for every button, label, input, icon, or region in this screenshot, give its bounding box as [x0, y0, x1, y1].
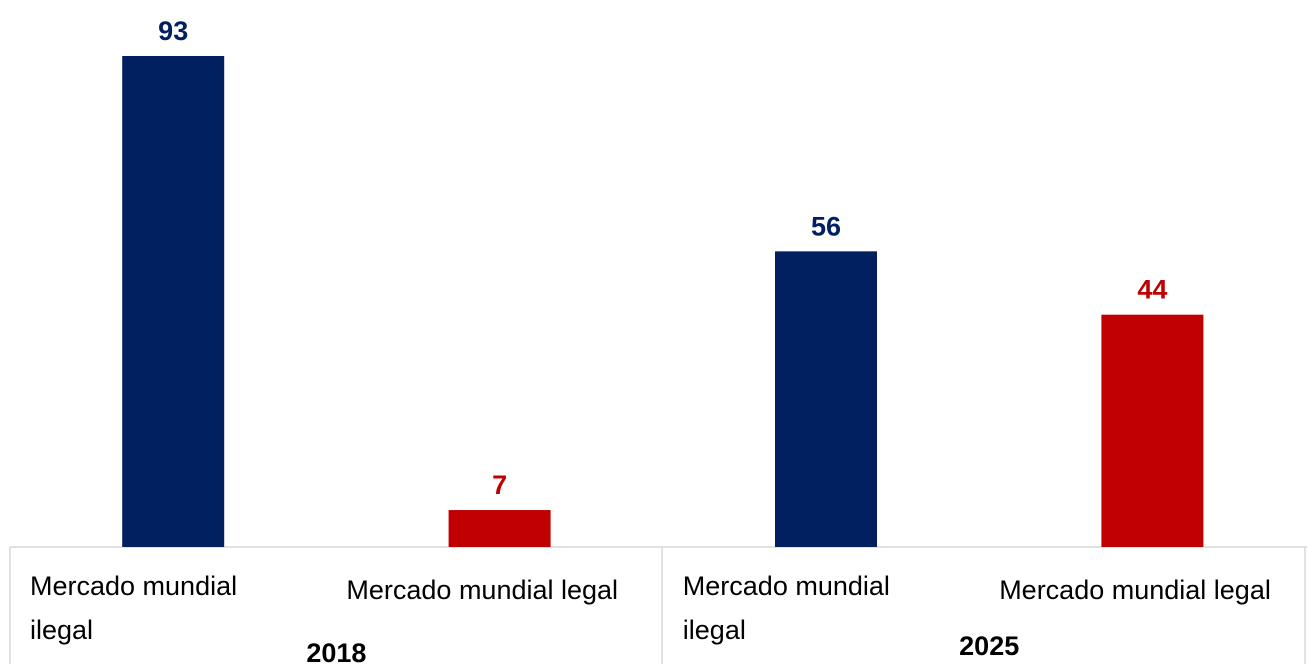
group-label: 2018 [306, 638, 367, 664]
bar [775, 251, 877, 547]
bar [122, 56, 225, 547]
bar [448, 510, 551, 547]
group-label: 2025 [959, 631, 1020, 661]
x-tick-label: Mercado mundial ilegal [682, 571, 890, 645]
data-label: 93 [158, 16, 188, 46]
data-label: 44 [1137, 275, 1167, 305]
data-label: 56 [811, 211, 841, 241]
x-tick-label: Mercado mundial ilegal [30, 571, 238, 645]
x-tick-label: Mercado mundial legal [346, 575, 619, 605]
data-label: 7 [492, 470, 507, 500]
x-tick-label: Mercado mundial legal [999, 575, 1271, 605]
bar [1101, 314, 1204, 547]
